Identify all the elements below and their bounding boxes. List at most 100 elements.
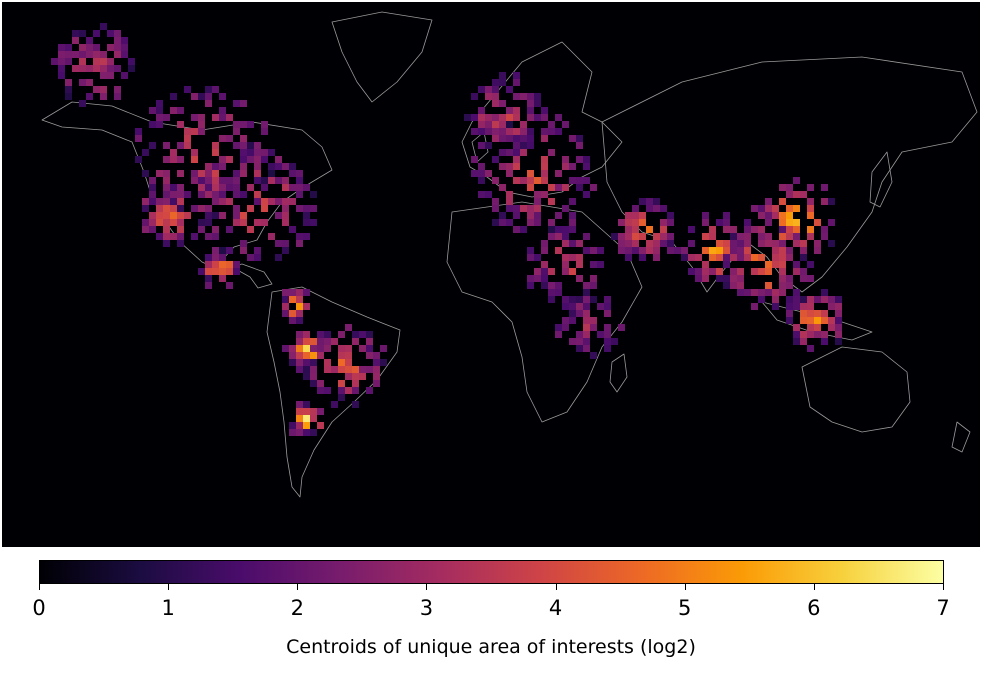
- density-cell: [758, 226, 765, 233]
- density-cell: [233, 170, 240, 177]
- density-cells: [51, 23, 842, 436]
- density-cell: [793, 331, 800, 338]
- density-cell: [198, 114, 205, 121]
- density-cell: [366, 352, 373, 359]
- density-cell: [800, 268, 807, 275]
- density-cell: [100, 86, 107, 93]
- density-cell: [86, 37, 93, 44]
- density-cell: [597, 261, 604, 268]
- density-cell: [310, 408, 317, 415]
- density-cell: [261, 198, 268, 205]
- density-cell: [275, 212, 282, 219]
- density-cell: [765, 233, 772, 240]
- density-cell: [170, 205, 177, 212]
- density-cell: [590, 324, 597, 331]
- density-cell: [373, 373, 380, 380]
- colorbar-tick-label: 7: [936, 596, 950, 620]
- density-cell: [807, 261, 814, 268]
- density-cell: [821, 310, 828, 317]
- density-cell: [240, 170, 247, 177]
- density-cell: [212, 268, 219, 275]
- density-cell: [758, 205, 765, 212]
- density-cell: [65, 51, 72, 58]
- density-cell: [142, 170, 149, 177]
- density-cell: [240, 135, 247, 142]
- density-cell: [177, 240, 184, 247]
- density-cell: [212, 254, 219, 261]
- density-cell: [555, 289, 562, 296]
- density-cell: [156, 114, 163, 121]
- density-cell: [212, 163, 219, 170]
- density-cell: [366, 338, 373, 345]
- density-cell: [779, 226, 786, 233]
- density-cell: [261, 205, 268, 212]
- density-cell: [492, 198, 499, 205]
- density-cell: [212, 149, 219, 156]
- density-cell: [555, 114, 562, 121]
- density-cell: [709, 233, 716, 240]
- density-cell: [541, 268, 548, 275]
- density-cell: [191, 149, 198, 156]
- density-cell: [744, 247, 751, 254]
- density-cell: [205, 184, 212, 191]
- density-cell: [310, 345, 317, 352]
- density-cell: [79, 100, 86, 107]
- density-cell: [226, 282, 233, 289]
- density-cell: [618, 233, 625, 240]
- density-cell: [793, 296, 800, 303]
- density-cell: [583, 156, 590, 163]
- density-cell: [296, 317, 303, 324]
- density-cell: [506, 191, 513, 198]
- density-cell: [814, 296, 821, 303]
- density-cell: [58, 58, 65, 65]
- density-cell: [471, 128, 478, 135]
- density-cell: [296, 415, 303, 422]
- density-cell: [499, 128, 506, 135]
- density-cell: [695, 254, 702, 261]
- density-cell: [163, 219, 170, 226]
- density-cell: [226, 184, 233, 191]
- density-cell: [310, 205, 317, 212]
- density-cell: [352, 366, 359, 373]
- density-cell: [142, 226, 149, 233]
- density-cell: [345, 324, 352, 331]
- colorbar-tick-label: 6: [807, 596, 821, 620]
- density-cell: [541, 163, 548, 170]
- density-cell: [576, 303, 583, 310]
- density-cell: [744, 233, 751, 240]
- density-cell: [821, 331, 828, 338]
- density-cell: [639, 198, 646, 205]
- density-cell: [618, 324, 625, 331]
- density-cell: [779, 184, 786, 191]
- density-cell: [506, 86, 513, 93]
- density-cell: [583, 303, 590, 310]
- density-cell: [205, 233, 212, 240]
- density-cell: [688, 240, 695, 247]
- density-cell: [331, 366, 338, 373]
- density-cell: [79, 58, 86, 65]
- density-cell: [198, 184, 205, 191]
- density-cell: [79, 79, 86, 86]
- density-cell: [177, 226, 184, 233]
- density-cell: [107, 44, 114, 51]
- density-cell: [520, 135, 527, 142]
- density-cell: [499, 149, 506, 156]
- density-cell: [296, 422, 303, 429]
- density-cell: [268, 233, 275, 240]
- density-cell: [240, 142, 247, 149]
- density-cell: [156, 107, 163, 114]
- density-cell: [814, 331, 821, 338]
- density-cell: [765, 289, 772, 296]
- density-cell: [289, 296, 296, 303]
- density-cell: [541, 282, 548, 289]
- coastline-uk: [471, 131, 489, 163]
- density-cell: [324, 387, 331, 394]
- density-cell: [163, 191, 170, 198]
- density-cell: [730, 268, 737, 275]
- density-cell: [310, 429, 317, 436]
- density-cell: [212, 226, 219, 233]
- density-cell: [681, 247, 688, 254]
- density-cell: [569, 296, 576, 303]
- density-cell: [303, 212, 310, 219]
- density-cell: [212, 184, 219, 191]
